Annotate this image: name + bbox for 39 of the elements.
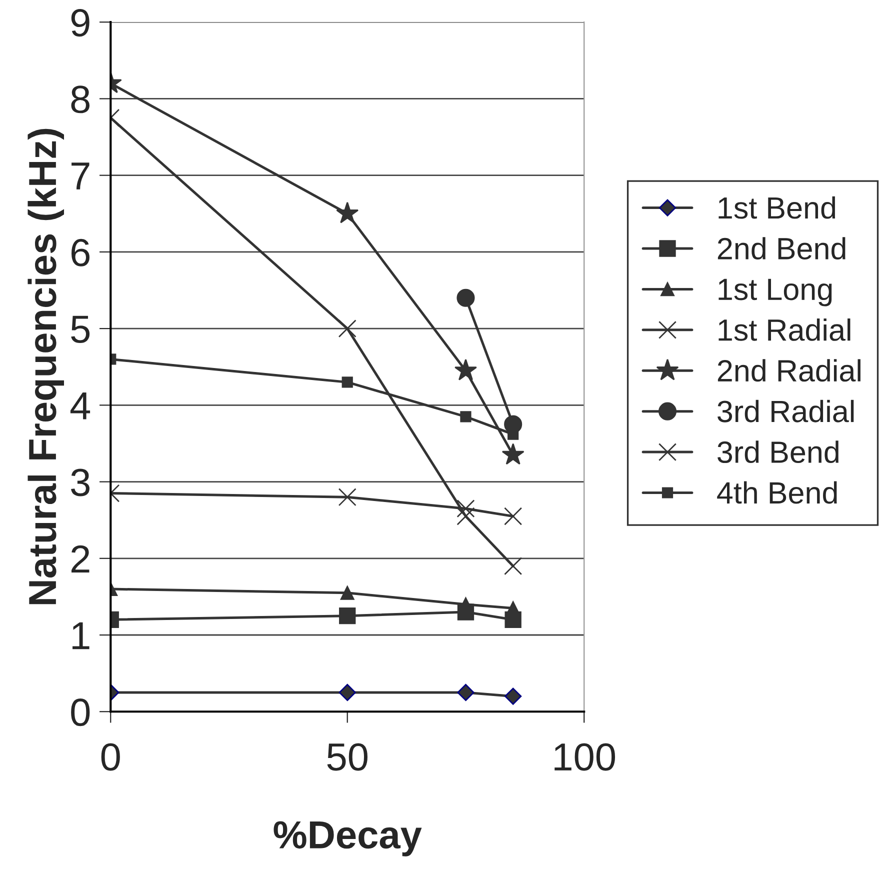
x-tick-label: 100 xyxy=(554,743,616,771)
y-tick-label: 9 xyxy=(71,9,90,37)
y-tick-label: 7 xyxy=(72,162,90,190)
legend-label: 2nd Radial xyxy=(718,359,860,382)
legend-label: 4th Bend xyxy=(717,481,837,504)
y-tick-label: 0 xyxy=(71,698,90,726)
point xyxy=(504,507,522,526)
legend-label: 2nd Bend xyxy=(718,237,846,260)
point xyxy=(338,488,356,506)
point xyxy=(342,376,353,388)
y-tick-label: 4 xyxy=(70,392,90,420)
y-tick-label: 3 xyxy=(71,468,90,496)
y-tick-label: 1 xyxy=(72,622,90,650)
point xyxy=(456,500,475,518)
legend-label: 1st Bend xyxy=(718,196,836,219)
legend-label: 3rd Bend xyxy=(718,440,838,464)
point xyxy=(339,608,356,624)
y-tick-label: 6 xyxy=(72,238,90,266)
legend-label: 1st Long xyxy=(718,278,832,306)
point xyxy=(460,411,472,422)
legend-label: 3rd Radial xyxy=(718,400,854,422)
point xyxy=(456,288,475,307)
y-tick-label: 5 xyxy=(71,316,90,344)
y-tick-label: 8 xyxy=(71,86,90,114)
point xyxy=(504,557,522,576)
point xyxy=(502,443,524,465)
x-tick-label: 50 xyxy=(327,743,368,771)
y-axis-title: Natural Frequencies (kHz) xyxy=(28,128,64,604)
point xyxy=(338,320,356,338)
point xyxy=(457,684,474,702)
point xyxy=(340,586,354,600)
point xyxy=(336,202,359,224)
x-tick-label: 0 xyxy=(101,743,120,771)
point xyxy=(338,684,356,702)
y-tick-label: 2 xyxy=(72,545,90,572)
point xyxy=(504,688,522,705)
point xyxy=(454,358,477,380)
legend-label: 1st Radial xyxy=(718,318,850,341)
x-axis-title: %Decay xyxy=(274,821,422,856)
